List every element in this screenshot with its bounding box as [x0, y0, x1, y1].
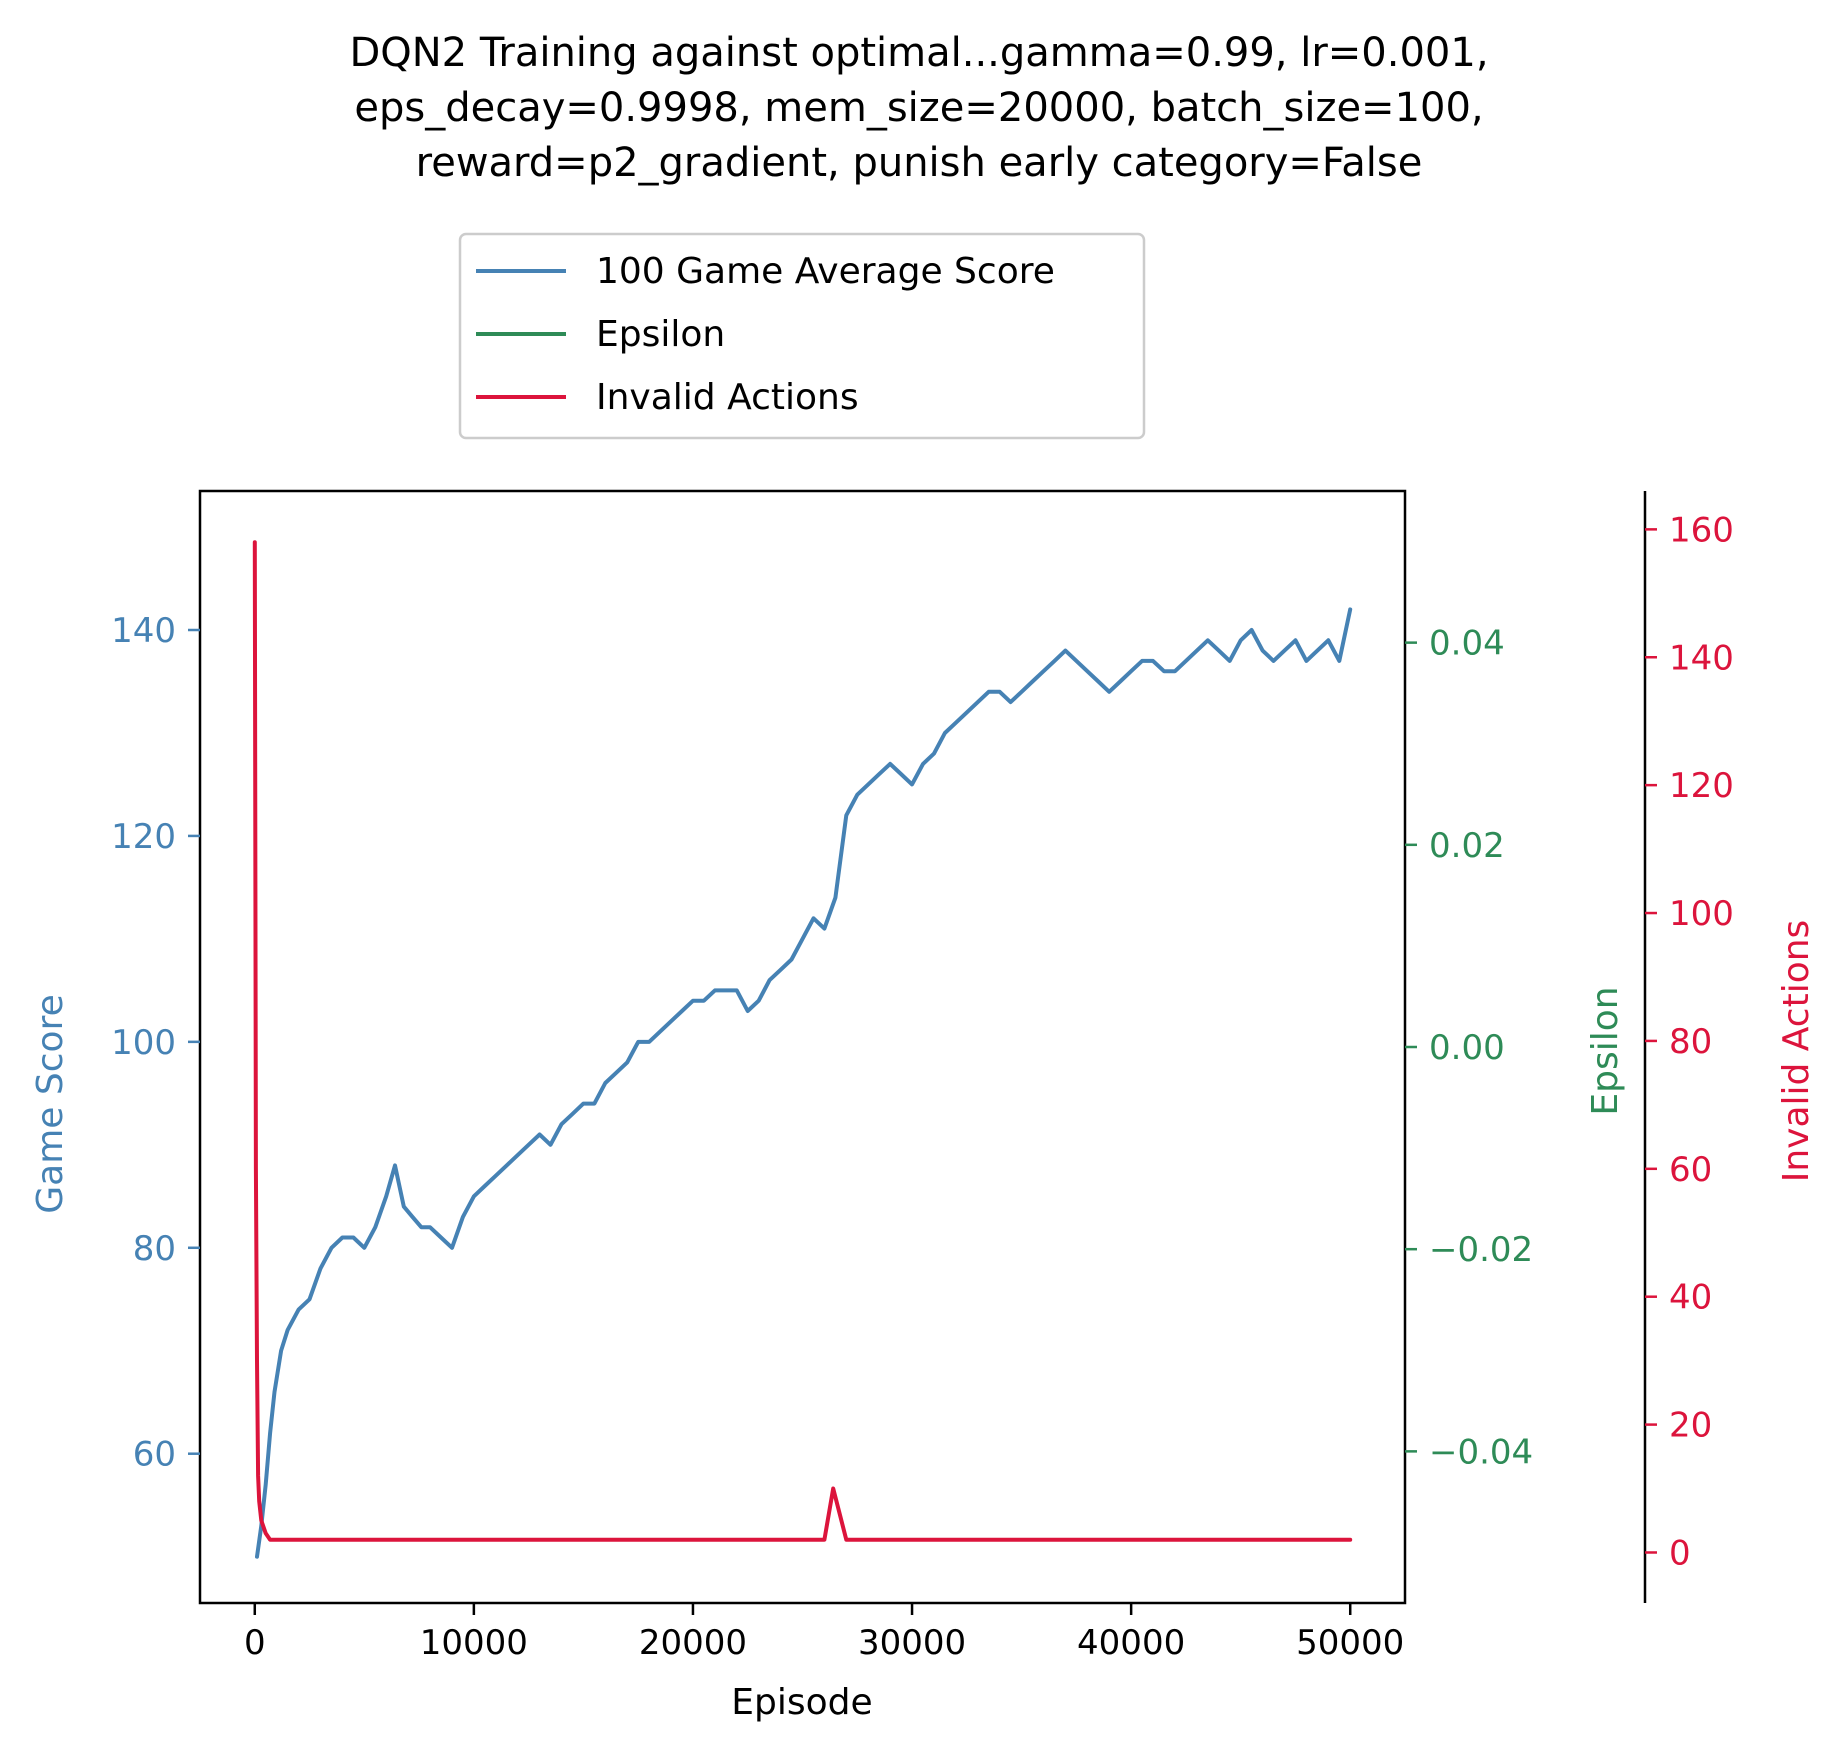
legend-frame — [458, 232, 1146, 440]
invalid-tick-label-0: 0 — [1669, 1533, 1691, 1573]
legend-label-score: 100 Game Average Score — [596, 251, 1055, 292]
invalid-tick-label-3: 60 — [1669, 1150, 1712, 1190]
epsilon-tick-label-2: 0.00 — [1429, 1028, 1505, 1068]
plot-area — [252, 540, 1353, 1559]
legend-label-invalid: Invalid Actions — [596, 377, 859, 418]
y-axis-label-invalid: Invalid Actions — [1776, 920, 1817, 1183]
x-tick-label-2: 20000 — [639, 1623, 747, 1663]
x-tick-label-4: 40000 — [1077, 1623, 1185, 1663]
x-tick-label-0: 0 — [244, 1623, 266, 1663]
invalid-tick-label-5: 100 — [1669, 894, 1734, 934]
chart-title-line-2: eps_decay=0.9998, mem_size=20000, batch_… — [354, 85, 1483, 131]
epsilon-tick-label-3: 0.02 — [1429, 826, 1505, 866]
epsilon-tick-label-4: 0.04 — [1429, 624, 1505, 664]
score-tick-label-1: 80 — [133, 1229, 176, 1269]
score-tick-label-2: 100 — [111, 1023, 176, 1063]
score-tick-label-0: 60 — [133, 1435, 176, 1475]
series-line-score — [255, 607, 1353, 1559]
legend-label-epsilon: Epsilon — [596, 314, 725, 355]
axes-layer: 0 10000 20000 30000 40000 50000 60 80 100 120 140 −… — [111, 489, 1734, 1663]
invalid-tick-label-2: 40 — [1669, 1278, 1712, 1318]
series-line-invalid — [252, 540, 1353, 1542]
y-axis-label-epsilon: Epsilon — [1585, 986, 1626, 1115]
invalid-tick-label-4: 80 — [1669, 1022, 1712, 1062]
epsilon-tick-label-1: −0.02 — [1429, 1230, 1533, 1270]
x-tick-label-3: 30000 — [858, 1623, 966, 1663]
epsilon-tick-label-0: −0.04 — [1429, 1432, 1533, 1472]
y-axis-label-score: Game Score — [30, 994, 71, 1213]
invalid-tick-label-8: 160 — [1669, 510, 1734, 550]
invalid-tick-label-1: 20 — [1669, 1406, 1712, 1446]
chart-title-line-1: DQN2 Training against optimal...gamma=0.… — [349, 30, 1488, 76]
score-tick-label-4: 140 — [111, 611, 176, 651]
x-tick-label-5: 50000 — [1296, 1623, 1404, 1663]
chart-title-line-3: reward=p2_gradient, punish early categor… — [416, 140, 1423, 186]
score-tick-label-3: 120 — [111, 817, 176, 857]
x-tick-label-1: 10000 — [420, 1623, 528, 1663]
invalid-tick-label-6: 120 — [1669, 766, 1734, 806]
x-axis-label: Episode — [731, 1682, 872, 1723]
invalid-tick-label-7: 140 — [1669, 638, 1734, 678]
legend: 100 Game Average Score Epsilon Invalid A… — [458, 232, 1146, 440]
